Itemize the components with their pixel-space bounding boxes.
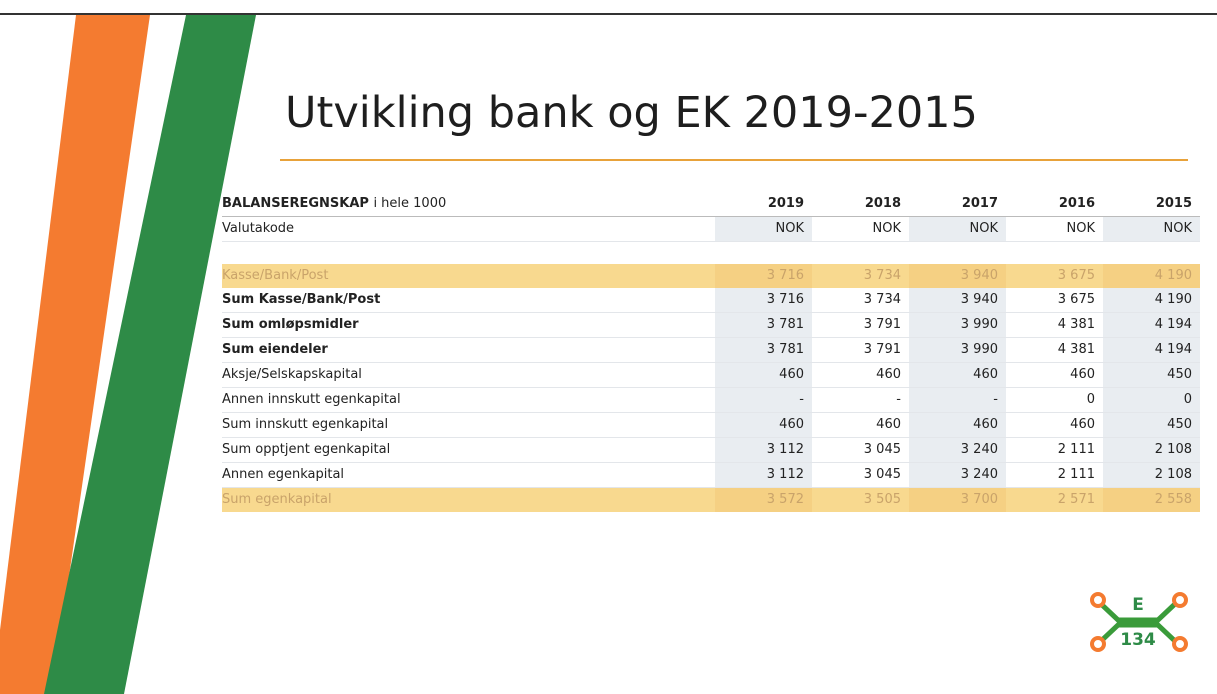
cell: 460 (876, 417, 901, 432)
cell: 3 734 (863, 268, 901, 283)
cell: - (909, 388, 1006, 412)
cell: 3 675 (1057, 292, 1095, 307)
cell: 460 (715, 413, 812, 437)
row-label: Annen innskutt egenkapital (222, 392, 401, 407)
row-label: Sum innskutt egenkapital (222, 417, 389, 432)
cell: 3 781 (715, 313, 812, 337)
title-rule (280, 159, 1188, 161)
cell: 460 (1070, 417, 1095, 432)
table-row: Annen innskutt egenkapital - - -0 0 (222, 388, 1200, 413)
table-row: Annen egenkapital 3 112 3 045 3 240 2 111 2 1… (222, 463, 1200, 488)
year-header: 2018 (864, 196, 901, 211)
cell: NOK (1103, 217, 1200, 241)
cell: 3 675 (1057, 268, 1095, 283)
cell: 3 940 (909, 288, 1006, 312)
table: BALANSEREGNSKAP i hele 1000 2019 2018 2017… (222, 192, 1200, 512)
table-row: Kasse/Bank/Post 3 716 3 734 3 940 3 675 4 190 (222, 264, 1200, 288)
cell: 460 (909, 363, 1006, 387)
cell: - (896, 392, 901, 407)
table-row: Sum omløpsmidler 3 781 3 791 3 990 4 381 4 19… (222, 313, 1200, 338)
logo-bottom: 134 (1120, 630, 1156, 650)
year-header: 2015 (1155, 196, 1192, 211)
spacer (222, 242, 1200, 264)
table-row: Sum egenkapital 3 572 3 505 3 700 2 571 2 558 (222, 488, 1200, 512)
cell: 4 190 (1103, 264, 1200, 288)
table-row: Sum Kasse/Bank/Post 3 716 3 734 3 940 3 675 4… (222, 288, 1200, 313)
cell: 2 571 (1057, 492, 1095, 507)
orange-stripe (0, 15, 150, 694)
cell: 3 990 (909, 338, 1006, 362)
cell: 460 (876, 367, 901, 382)
row-label: Sum egenkapital (222, 492, 332, 507)
header-row: BALANSEREGNSKAP i hele 1000 2019 2018 2017… (222, 192, 1200, 217)
cell: 460 (909, 413, 1006, 437)
cell: - (715, 388, 812, 412)
cell: 3 112 (715, 463, 812, 487)
cell: 3 240 (909, 463, 1006, 487)
cell: 2 108 (1103, 463, 1200, 487)
row-label: Sum opptjent egenkapital (222, 442, 391, 457)
cell: 2 108 (1103, 438, 1200, 462)
cell: 3 045 (863, 467, 901, 482)
table-row: Sum innskutt egenkapital 460 460 460 460 450 (222, 413, 1200, 438)
cell: 3 700 (909, 488, 1006, 512)
cell: 450 (1103, 363, 1200, 387)
green-stripe (44, 15, 256, 694)
cell: 3 505 (863, 492, 901, 507)
cell: 0 (1086, 392, 1095, 407)
row-label: Sum omløpsmidler (222, 317, 359, 332)
cell: 3 045 (863, 442, 901, 457)
cell: 3 572 (715, 488, 812, 512)
cell: NOK (872, 221, 901, 236)
cell: 3 716 (715, 264, 812, 288)
cell: 2 111 (1057, 442, 1095, 457)
cell: 4 190 (1103, 288, 1200, 312)
cell: 3 791 (863, 317, 901, 332)
cell: 2 111 (1057, 467, 1095, 482)
cell: 4 381 (1057, 317, 1095, 332)
cell: 3 781 (715, 338, 812, 362)
logo (1090, 592, 1188, 652)
logo-top: E (1132, 595, 1144, 615)
table-row: Valutakode NOK NOK NOK NOK NOK (222, 217, 1200, 242)
cell: 3 716 (715, 288, 812, 312)
cell: 2 558 (1103, 488, 1200, 512)
cell: 3 940 (909, 264, 1006, 288)
cell: 4 381 (1057, 342, 1095, 357)
cell: 3 734 (863, 292, 901, 307)
table-row: Sum opptjent egenkapital 3 112 3 045 3 240 2… (222, 438, 1200, 463)
header-label-rest: i hele 1000 (373, 196, 447, 211)
cell: 3 990 (909, 313, 1006, 337)
cell: 450 (1103, 413, 1200, 437)
cell: NOK (715, 217, 812, 241)
header-label: BALANSEREGNSKAP i hele 1000 (222, 192, 715, 216)
table-row: Sum eiendeler 3 781 3 791 3 990 4 381 4 194 (222, 338, 1200, 363)
cell: 460 (715, 363, 812, 387)
year-header: 2016 (1058, 196, 1095, 211)
cell: 3 112 (715, 438, 812, 462)
cell: NOK (1066, 221, 1095, 236)
year-header: 2017 (961, 196, 998, 211)
row-label: Sum eiendeler (222, 342, 328, 357)
cell: 460 (1070, 367, 1095, 382)
row-label: Kasse/Bank/Post (222, 268, 329, 283)
table-row: Aksje/Selskapskapital 460 460 460 460 450 (222, 363, 1200, 388)
row-label: Sum Kasse/Bank/Post (222, 292, 381, 307)
row-label: Annen egenkapital (222, 467, 345, 482)
cell: 0 (1103, 388, 1200, 412)
cell: 4 194 (1103, 338, 1200, 362)
header-label-bold: BALANSEREGNSKAP (222, 196, 369, 211)
title: Utvikling bank og EK 2019-2015 (285, 88, 978, 138)
cell: NOK (909, 217, 1006, 241)
year-header: 2019 (767, 196, 804, 211)
cell: 4 194 (1103, 313, 1200, 337)
row-label: Valutakode (222, 221, 295, 236)
row-label: Aksje/Selskapskapital (222, 367, 362, 382)
cell: 3 240 (909, 438, 1006, 462)
cell: 3 791 (863, 342, 901, 357)
